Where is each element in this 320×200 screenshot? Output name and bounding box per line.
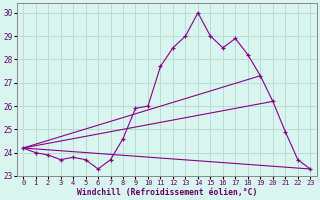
X-axis label: Windchill (Refroidissement éolien,°C): Windchill (Refroidissement éolien,°C) bbox=[76, 188, 257, 197]
